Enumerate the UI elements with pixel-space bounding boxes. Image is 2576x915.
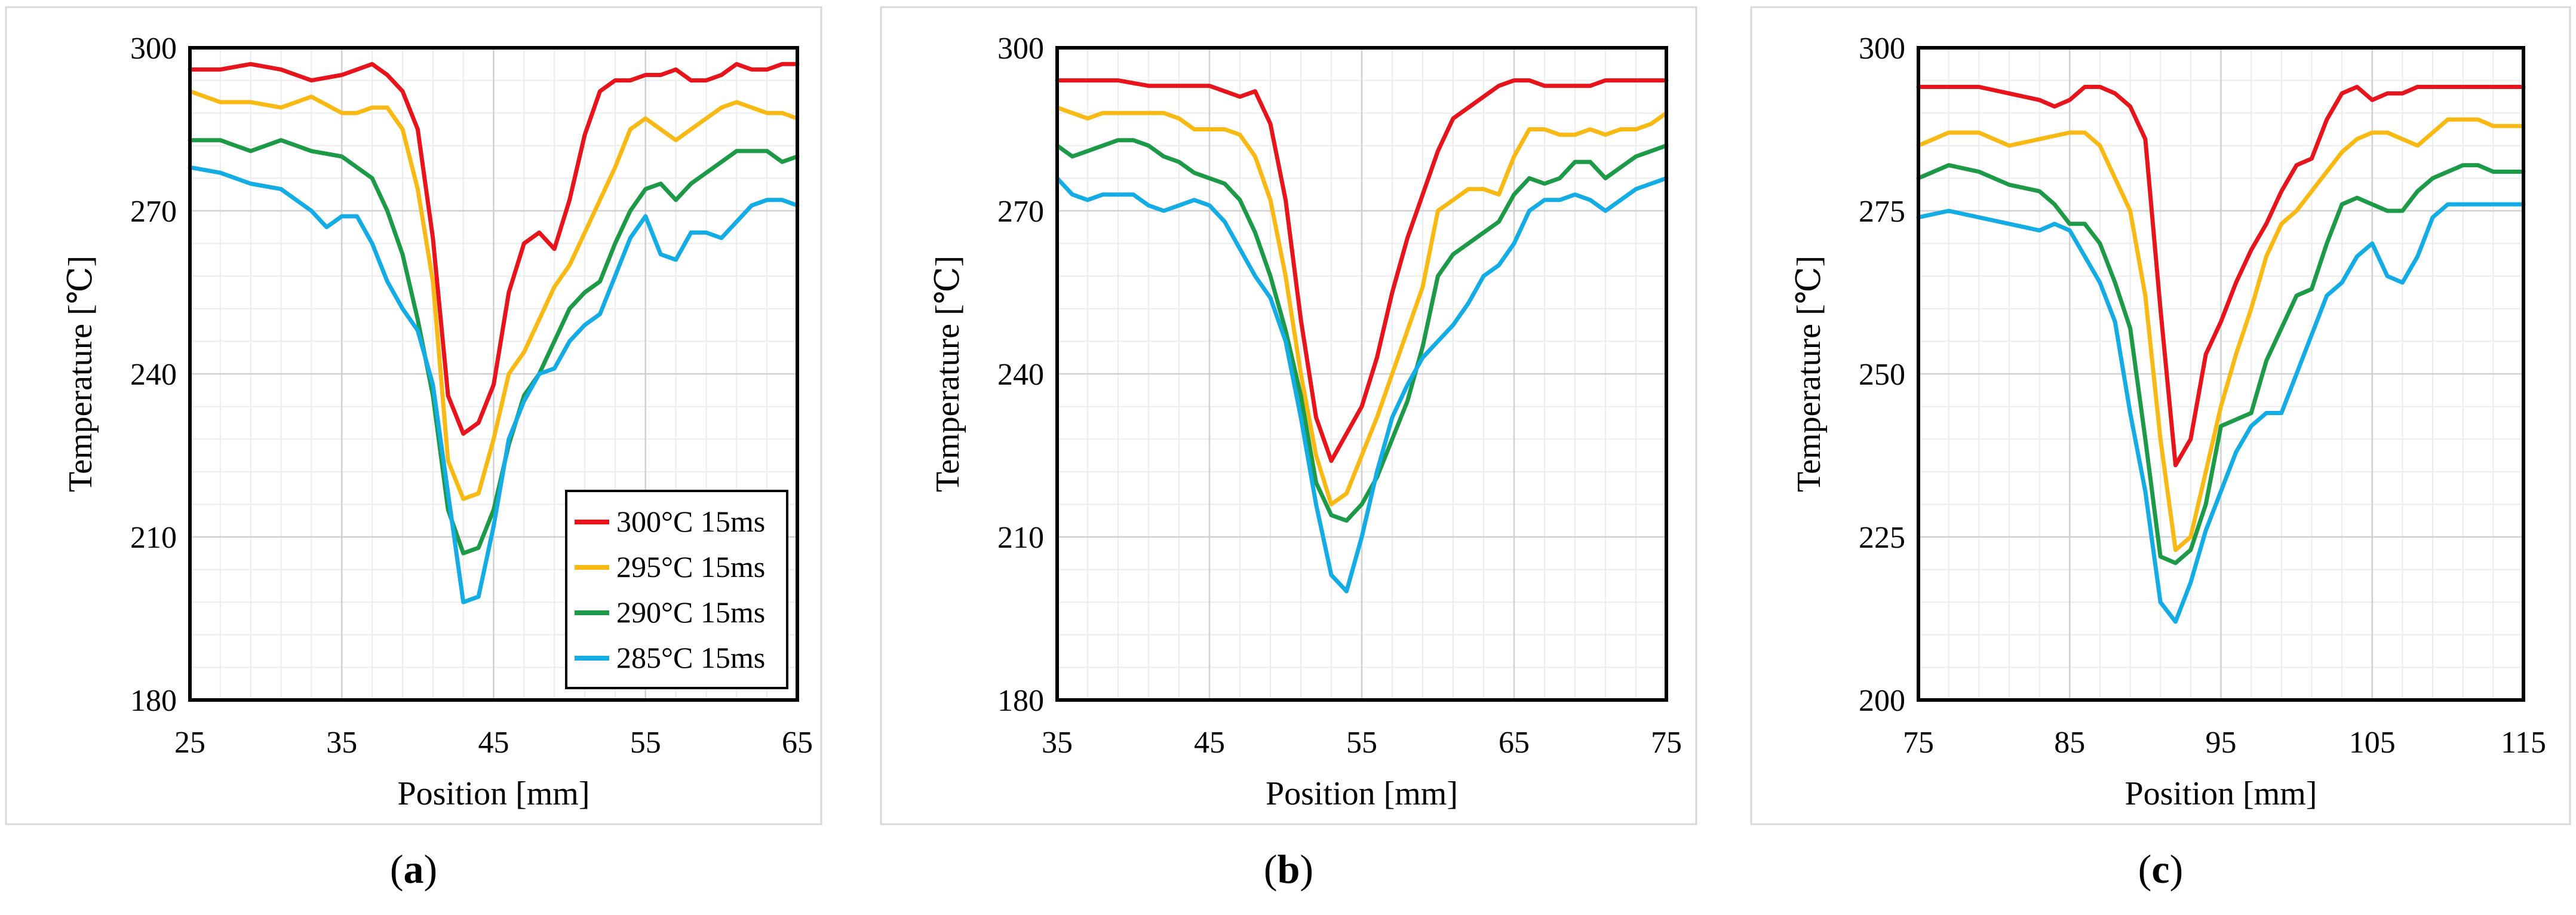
chart-area-border [880, 6, 1697, 825]
x-tick-label: 105 [2349, 726, 2396, 760]
y-tick-label: 225 [1859, 521, 1905, 555]
y-tick-label: 270 [997, 195, 1044, 229]
y-tick-label: 300 [130, 32, 177, 66]
y-tick-label: 180 [997, 684, 1044, 718]
legend-entry-3: 290°C 15ms [616, 595, 765, 629]
x-axis-label: Position [mm] [397, 775, 589, 812]
series-line-1 [1055, 78, 1669, 463]
y-axis-label: Temperature [℃] [62, 256, 99, 492]
series-line-2 [1055, 105, 1669, 506]
x-tick-label: 25 [174, 726, 205, 760]
legend-entry-4: 285°C 15ms [616, 641, 765, 674]
x-tick-label: 65 [782, 726, 813, 760]
chart-panel-1: 25 35 45 55 65 180 210 240 270 300 Position [mm] Te… [5, 6, 822, 892]
series-line-1 [188, 62, 800, 436]
y-tick-label: 270 [130, 195, 177, 229]
series-line-3 [1916, 163, 2526, 566]
y-axis-label: Temperature [℃] [929, 256, 966, 492]
legend-entry-1: 300°C 15ms [616, 505, 765, 538]
series-line-1 [1916, 85, 2526, 468]
y-tick-label: 180 [130, 684, 177, 718]
y-tick-label: 240 [130, 358, 177, 392]
legend: 300°C 15ms 295°C 15ms 290°C 15ms 285°C 15ms [565, 490, 788, 689]
series-line-3 [1055, 138, 1669, 523]
x-tick-label: 95 [2206, 726, 2237, 760]
chart-panel-2: 35 45 55 65 75 180 210 240 270 300 Position [mm] Te… [880, 6, 1697, 892]
x-tick-label: 55 [630, 726, 661, 760]
x-axis-label: Position [mm] [2124, 775, 2317, 812]
y-tick-label: 240 [997, 358, 1044, 392]
series-line-2 [188, 89, 800, 501]
plot-frame [1055, 46, 1668, 702]
plot-frame [1917, 46, 2525, 702]
x-tick-label: 55 [1346, 726, 1377, 760]
x-tick-label: 115 [2501, 726, 2546, 760]
y-tick-label: 300 [1859, 32, 1905, 66]
panel-label: (b) [1264, 846, 1313, 892]
panel-label: (a) [390, 846, 437, 892]
x-tick-label: 35 [326, 726, 357, 760]
x-tick-label: 45 [1194, 726, 1225, 760]
series-line-4 [1916, 202, 2526, 624]
panel-label: (c) [2138, 846, 2184, 892]
x-axis-label: Position [mm] [1266, 775, 1458, 812]
x-tick-label: 45 [478, 726, 509, 760]
series-line-2 [1916, 117, 2526, 552]
y-tick-label: 200 [1859, 684, 1905, 718]
y-axis-label: Temperature [℃] [1791, 256, 1828, 492]
x-tick-label: 75 [1651, 726, 1682, 760]
x-tick-label: 35 [1042, 726, 1073, 760]
y-tick-label: 250 [1859, 358, 1905, 392]
x-tick-label: 65 [1499, 726, 1530, 760]
y-tick-label: 275 [1859, 195, 1905, 229]
chart-panel-3: 75 85 95 105 115 200 225 250 275 300 Position [mm]… [1750, 6, 2571, 892]
y-tick-label: 300 [997, 32, 1044, 66]
x-tick-label: 85 [2054, 726, 2085, 760]
legend-entry-2: 295°C 15ms [616, 550, 765, 584]
series-line-4 [188, 165, 800, 604]
x-tick-label: 75 [1903, 726, 1934, 760]
y-tick-label: 210 [997, 521, 1044, 555]
y-tick-label: 210 [130, 521, 177, 555]
plot-frame [188, 46, 799, 702]
series-line-4 [1055, 176, 1669, 594]
